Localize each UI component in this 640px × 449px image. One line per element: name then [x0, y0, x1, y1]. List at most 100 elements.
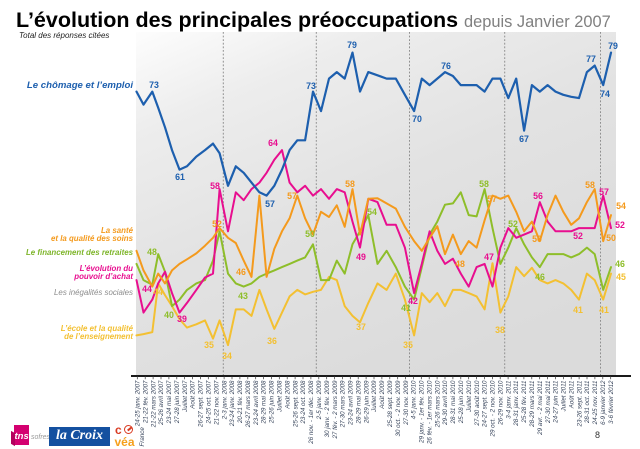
svg-text:Juillet 2009: Juillet 2009 [371, 380, 378, 413]
svg-text:27 fév. - 2 mars 2009: 27 fév. - 2 mars 2009 [332, 380, 339, 440]
svg-text:France: France [139, 427, 146, 447]
svg-text:Juillet 2010: Juillet 2010 [466, 380, 473, 413]
svg-text:25-28 fév. 2011: 25-28 fév. 2011 [521, 381, 528, 424]
svg-text:50: 50 [305, 229, 315, 239]
svg-text:28-31 janv. 2011: 28-31 janv. 2011 [513, 381, 520, 427]
svg-text:25-26 mars 2010: 25-26 mars 2010 [434, 380, 441, 428]
svg-text:41: 41 [401, 303, 411, 313]
svg-text:48: 48 [455, 259, 465, 269]
svg-text:24-27 juin 2011: 24-27 juin 2011 [553, 381, 560, 424]
svg-text:23-24 mai 2007: 23-24 mai 2007 [166, 380, 173, 425]
svg-text:2-5 janv. 2009: 2-5 janv. 2009 [316, 380, 323, 420]
svg-text:29 avr. - 2 mai 2011: 29 avr. - 2 mai 2011 [537, 381, 544, 436]
svg-text:50: 50 [532, 234, 542, 244]
svg-text:57: 57 [287, 191, 297, 201]
svg-text:61: 61 [175, 172, 185, 182]
svg-text:36: 36 [267, 336, 277, 346]
svg-text:21-22 nov. 2007: 21-22 nov. 2007 [213, 380, 220, 426]
svg-text:73: 73 [149, 80, 159, 90]
svg-text:56: 56 [533, 191, 543, 201]
svg-text:29 oct. - 2 nov. 2010: 29 oct. - 2 nov. 2010 [490, 380, 497, 438]
svg-text:26-29 juin 2009: 26-29 juin 2009 [363, 380, 370, 424]
svg-text:54: 54 [367, 207, 377, 217]
svg-text:46: 46 [535, 272, 545, 282]
svg-text:76: 76 [441, 61, 451, 71]
svg-text:Juillet 2011: Juillet 2011 [561, 381, 568, 413]
svg-text:46: 46 [236, 267, 246, 277]
svg-text:23-24 oct. 2008: 23-24 oct. 2008 [300, 380, 307, 425]
svg-text:45: 45 [616, 272, 626, 282]
svg-text:24-25 nov. 2011: 24-25 nov. 2011 [592, 381, 599, 426]
svg-text:25-26 sept. 2008: 25-26 sept. 2008 [292, 380, 299, 428]
svg-text:27-30 mai 2011: 27-30 mai 2011 [545, 381, 552, 425]
svg-text:20-21 fév. 2008: 20-21 fév. 2008 [237, 380, 244, 424]
svg-text:28-31 mai 2010: 28-31 mai 2010 [450, 380, 457, 425]
svg-text:27-30 août 2010: 27-30 août 2010 [474, 380, 481, 427]
svg-text:38: 38 [495, 325, 505, 335]
svg-text:52: 52 [573, 231, 583, 241]
svg-text:25-28 juin 2010: 25-28 juin 2010 [458, 380, 465, 424]
svg-text:44: 44 [153, 287, 163, 297]
svg-text:Août 2009: Août 2009 [379, 380, 386, 410]
svg-text:28-29 mai 2009: 28-29 mai 2009 [355, 380, 362, 425]
svg-text:29-30 avril 2010: 29-30 avril 2010 [442, 380, 449, 426]
svg-text:27-30 mars 2009: 27-30 mars 2009 [340, 380, 347, 428]
svg-text:52: 52 [508, 219, 518, 229]
svg-text:23-24 janv. 2008: 23-24 janv. 2008 [229, 380, 236, 427]
svg-text:41: 41 [599, 305, 609, 315]
svg-text:23-24 avril 2009: 23-24 avril 2009 [348, 380, 355, 426]
svg-text:64: 64 [268, 138, 278, 148]
svg-text:Août 2011: Août 2011 [569, 381, 576, 410]
svg-text:40: 40 [164, 310, 174, 320]
svg-text:8: 8 [595, 430, 600, 440]
svg-text:23-26 sept. 2011: 23-26 sept. 2011 [576, 381, 583, 428]
svg-text:3-4 janv. 2011: 3-4 janv. 2011 [505, 381, 512, 419]
svg-text:3-6 février 2012: 3-6 février 2012 [608, 380, 615, 424]
svg-text:21-22 fév. 2007: 21-22 fév. 2007 [142, 380, 149, 424]
svg-text:44: 44 [142, 284, 152, 294]
svg-text:58: 58 [585, 180, 595, 190]
svg-text:25-28 sept. 2009: 25-28 sept. 2009 [387, 380, 394, 428]
svg-text:Août 2007: Août 2007 [190, 380, 197, 410]
svg-text:28-29 mai 2008: 28-29 mai 2008 [261, 380, 268, 425]
svg-text:28-29 mars 2011: 28-29 mars 2011 [529, 381, 536, 428]
svg-text:48: 48 [147, 247, 157, 257]
svg-text:24-25 oct. 2007: 24-25 oct. 2007 [206, 380, 213, 425]
svg-text:42: 42 [408, 296, 418, 306]
svg-text:29 janv. - 1er fév. 2010: 29 janv. - 1er fév. 2010 [419, 380, 426, 444]
svg-text:58: 58 [345, 179, 355, 189]
svg-text:67: 67 [519, 134, 529, 144]
svg-text:Juillet 2008: Juillet 2008 [277, 380, 284, 413]
svg-text:34: 34 [222, 351, 232, 361]
svg-text:43: 43 [238, 291, 248, 301]
svg-text:27-28 juin 2007: 27-28 juin 2007 [174, 380, 181, 424]
svg-text:25-26 juin 2008: 25-26 juin 2008 [269, 380, 276, 424]
svg-text:24-27 sept. 2010: 24-27 sept. 2010 [482, 380, 489, 428]
svg-text:77: 77 [586, 54, 596, 64]
svg-text:2-3 janv. 2008: 2-3 janv. 2008 [221, 380, 228, 420]
svg-text:46: 46 [615, 259, 625, 269]
svg-text:39: 39 [177, 314, 187, 324]
svg-text:74: 74 [600, 89, 610, 99]
svg-text:50: 50 [606, 233, 616, 243]
svg-text:52: 52 [615, 220, 625, 230]
svg-text:30 janv. - 2 fév. 2009: 30 janv. - 2 fév. 2009 [324, 380, 331, 437]
svg-text:Juillet 2007: Juillet 2007 [182, 380, 189, 413]
svg-text:26-29 nov. 2010: 26-29 nov. 2010 [497, 380, 504, 426]
svg-text:58: 58 [210, 181, 220, 191]
svg-text:47: 47 [484, 252, 494, 262]
svg-text:79: 79 [347, 40, 357, 50]
svg-text:30 oct. - 2 nov. 2009: 30 oct. - 2 nov. 2009 [395, 380, 402, 437]
svg-text:6-9 janvier 2012: 6-9 janvier 2012 [600, 380, 607, 425]
svg-text:79: 79 [608, 41, 618, 51]
svg-text:54: 54 [616, 201, 626, 211]
svg-text:70: 70 [412, 114, 422, 124]
svg-text:Août 2008: Août 2008 [284, 380, 291, 410]
svg-text:21-22 mars 2007: 21-22 mars 2007 [150, 380, 157, 428]
svg-text:41: 41 [573, 305, 583, 315]
svg-text:24-25 janv. 2007: 24-25 janv. 2007 [135, 380, 142, 427]
svg-text:57: 57 [487, 194, 497, 204]
svg-text:57: 57 [265, 199, 275, 209]
svg-text:52: 52 [212, 219, 222, 229]
svg-text:37: 37 [356, 322, 366, 332]
